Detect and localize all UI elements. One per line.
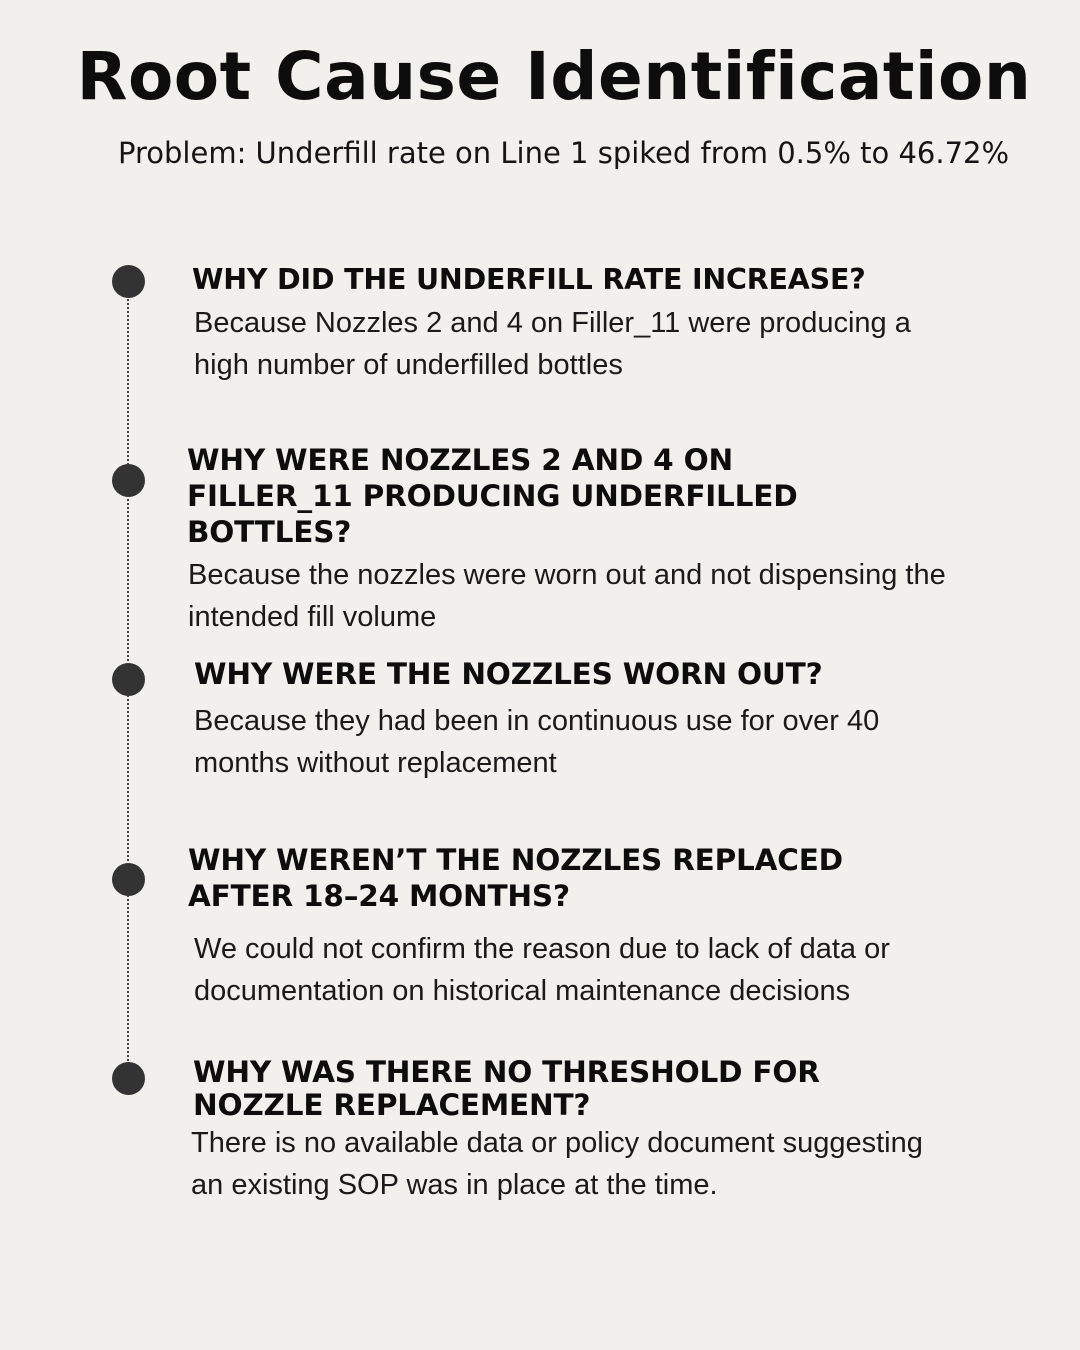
timeline-dot-5 — [112, 1062, 145, 1095]
page-title: Root Cause Identification — [76, 38, 1032, 115]
timeline-dot-1 — [112, 265, 145, 298]
why-question-3: WHY WERE THE NOZZLES WORN OUT? — [194, 657, 823, 691]
why-step-3: WHY WERE THE NOZZLES WORN OUT? Because t… — [194, 656, 994, 784]
why-step-4: WHY WEREN’T THE NOZZLES REPLACED AFTER 1… — [188, 842, 988, 1012]
why-answer-4: We could not confirm the reason due to l… — [194, 933, 890, 1007]
problem-statement: Problem: Underfill rate on Line 1 spiked… — [118, 136, 1010, 170]
why-question-4: WHY WEREN’T THE NOZZLES REPLACED AFTER 1… — [188, 843, 843, 913]
timeline-dot-2 — [112, 464, 145, 497]
why-step-5: WHY WAS THERE NO THRESHOLD FOR NOZZLE RE… — [191, 1055, 993, 1206]
why-step-1: WHY DID THE UNDERFILL RATE INCREASE? Bec… — [192, 262, 992, 386]
timeline-dot-3 — [112, 663, 145, 696]
why-step-2: WHY WERE NOZZLES 2 AND 4 ON FILLER_11 PR… — [187, 442, 987, 638]
why-answer-2: Because the nozzles were worn out and no… — [188, 559, 946, 633]
why-question-1: WHY DID THE UNDERFILL RATE INCREASE? — [192, 263, 866, 296]
why-answer-5: There is no available data or policy doc… — [191, 1127, 923, 1201]
timeline-dot-4 — [112, 863, 145, 896]
why-answer-3: Because they had been in continuous use … — [194, 705, 880, 779]
why-question-5: WHY WAS THERE NO THRESHOLD FOR NOZZLE RE… — [193, 1055, 820, 1122]
why-answer-1: Because Nozzles 2 and 4 on Filler_11 wer… — [194, 307, 911, 381]
why-question-2: WHY WERE NOZZLES 2 AND 4 ON FILLER_11 PR… — [187, 443, 798, 549]
